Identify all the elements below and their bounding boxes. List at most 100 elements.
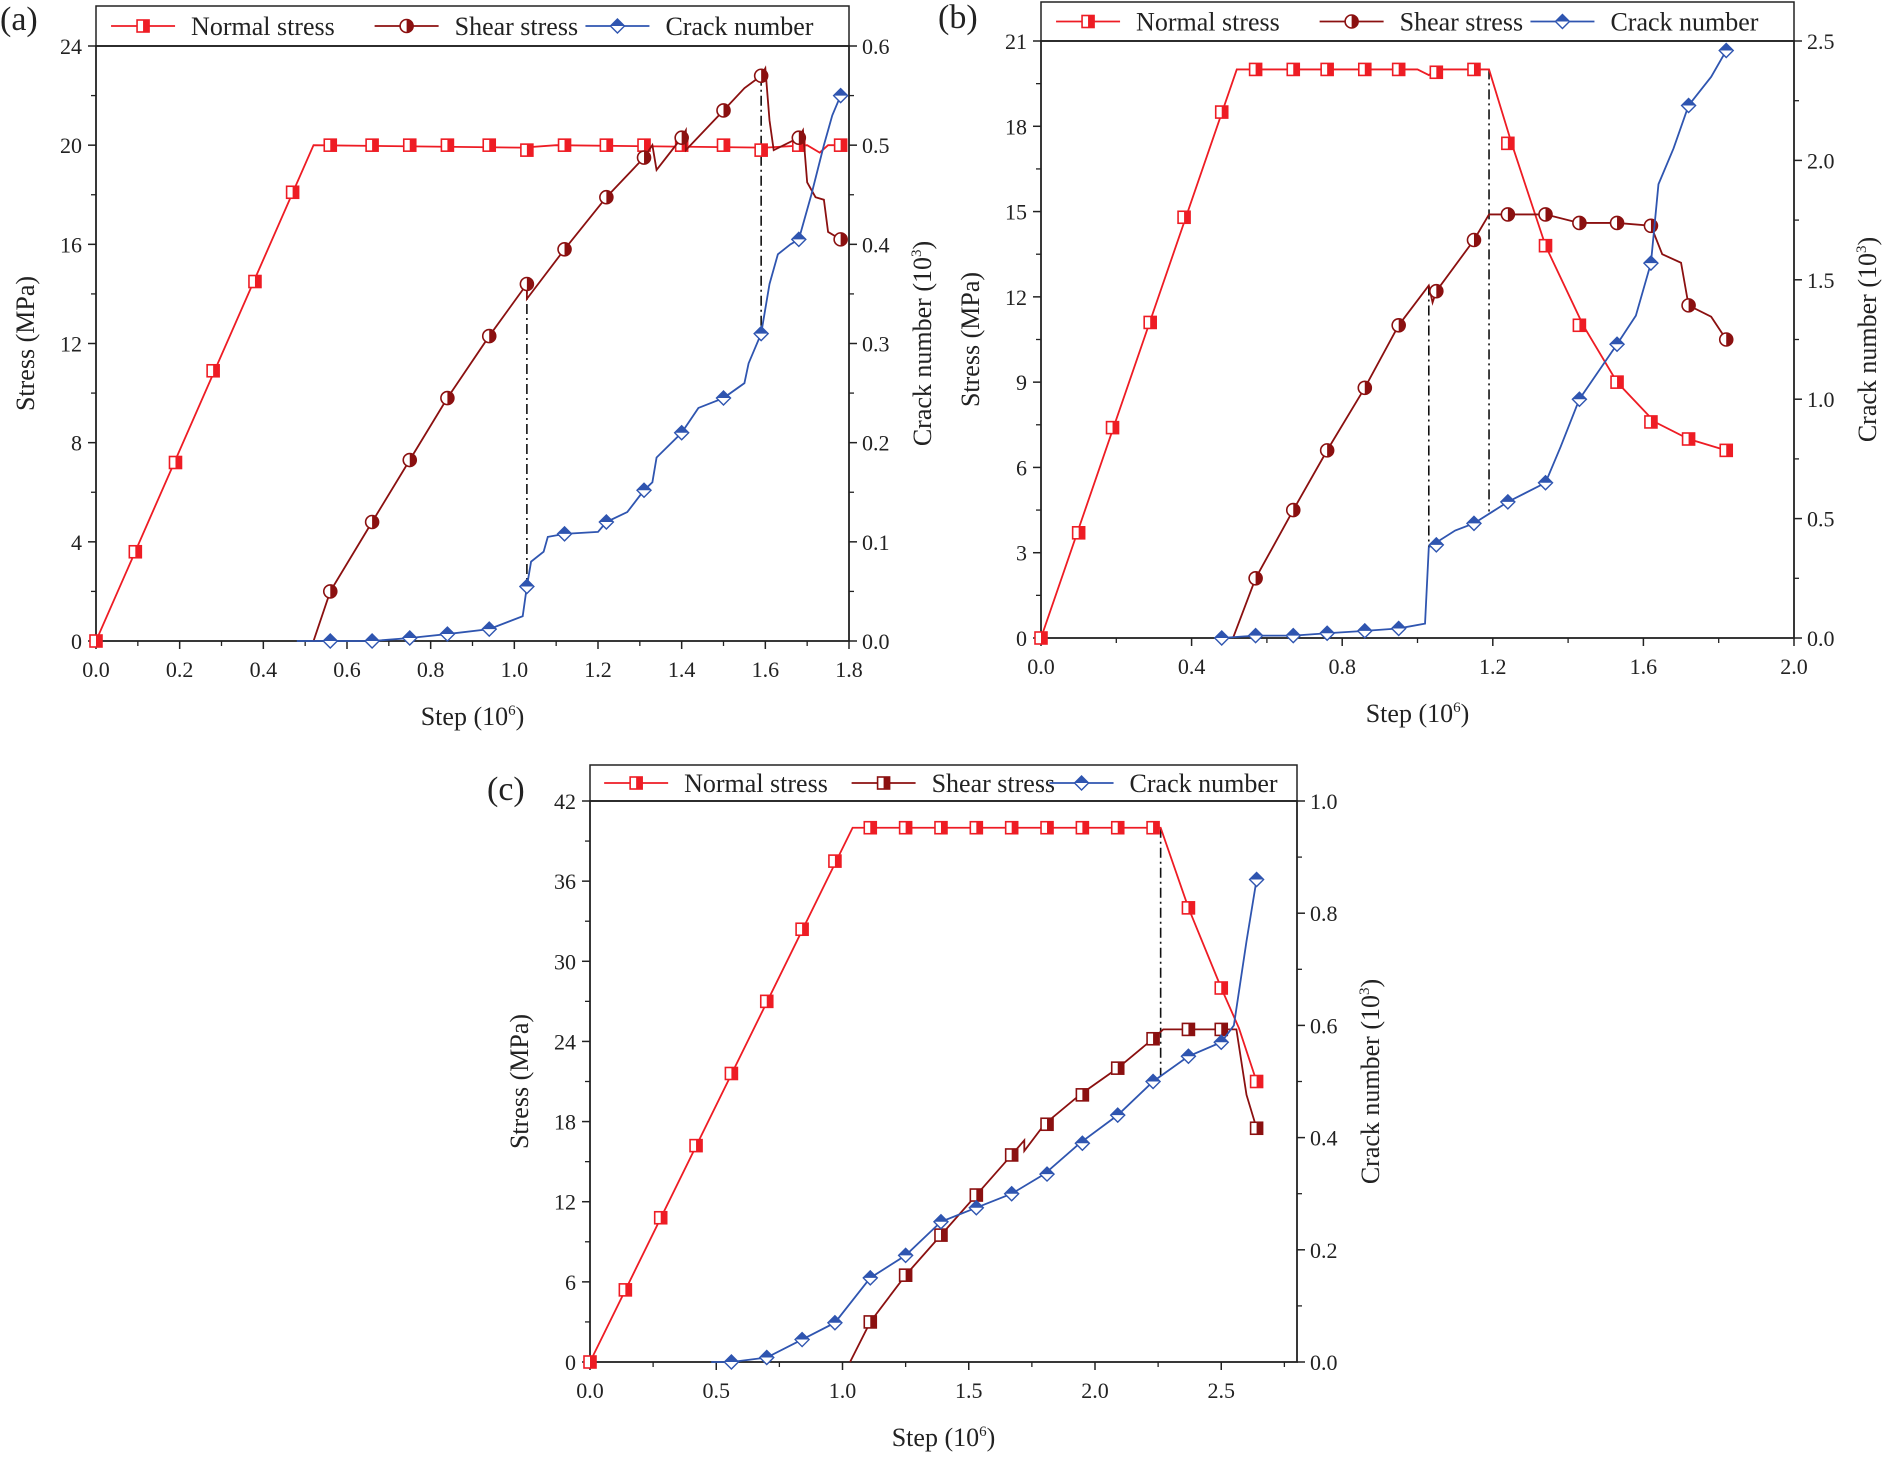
data-point-fill <box>1681 98 1696 106</box>
y2-tick-label: 0.6 <box>862 34 890 59</box>
data-point-fill <box>1391 621 1406 629</box>
data-point-fill <box>674 425 689 433</box>
legend-item: Normal stress <box>111 12 335 41</box>
y2-tick-label: 2.5 <box>1807 29 1835 54</box>
data-point-fill <box>1011 1148 1018 1161</box>
data-point-fill <box>564 139 571 152</box>
y2-axis-title-text: Crack number (10 <box>1853 253 1882 442</box>
data-point-fill <box>1041 632 1047 644</box>
data-point-fill <box>1221 982 1228 994</box>
y2-axis-title-close: ) <box>1853 237 1882 246</box>
data-point-fill <box>696 1139 703 1152</box>
data-point-fill <box>637 483 652 491</box>
series-shear-stress <box>312 65 848 642</box>
data-point-fill <box>526 144 533 157</box>
x-axis-title-sup: 6 <box>1453 700 1461 716</box>
y-tick-label: 21 <box>1005 29 1027 54</box>
chart-panel-a: (a) 0.0 0.2 0.4 0.6 0.8 1.0 1.2 1.4 1.6 1.8 0 4 8 12 16… <box>0 1 937 731</box>
data-point-fill <box>795 1332 810 1340</box>
data-point-fill <box>761 144 768 157</box>
data-point-fill <box>1357 623 1372 631</box>
x-tick-label: 1.6 <box>752 657 780 682</box>
x-tick-label: 0.5 <box>703 1378 731 1403</box>
data-point-fill <box>557 526 572 534</box>
data-point-fill <box>1047 821 1054 834</box>
legend-label: Shear stress <box>455 12 578 41</box>
data-point-fill <box>898 1248 913 1256</box>
x-tick-label: 0.6 <box>333 657 361 682</box>
data-point-fill <box>1248 628 1263 636</box>
data-point-fill <box>526 277 534 291</box>
data-point-fill <box>1214 631 1229 638</box>
y2-tick-label: 0.0 <box>862 629 890 654</box>
data-point-fill <box>681 131 689 145</box>
legend-item: Normal stress <box>1056 8 1280 37</box>
data-point-fill <box>905 1269 912 1282</box>
y2-tick-label: 2.0 <box>1807 148 1835 173</box>
chart-panel-b: (b) 0.0 0.4 0.8 1.2 1.6 2.0 0 3 6 9 12 15 18 21 0.0 0.5 1… <box>938 0 1882 728</box>
data-point-fill <box>330 584 337 598</box>
x-tick-label: 0.0 <box>576 1378 604 1403</box>
data-point-fill <box>1112 421 1119 434</box>
y-tick-label: 6 <box>565 1270 576 1295</box>
legend-marker-fill <box>406 19 414 33</box>
legend-label: Crack number <box>665 12 813 41</box>
y-tick-label: 12 <box>554 1190 576 1215</box>
data-point-fill <box>1617 216 1624 230</box>
y-tick-label: 16 <box>60 232 82 257</box>
x-tick-label: 0.4 <box>1178 654 1206 679</box>
x-tick-label: 0.8 <box>1328 654 1356 679</box>
data-point-fill <box>840 139 847 152</box>
data-point-fill <box>606 190 613 204</box>
data-point-fill <box>1293 63 1300 76</box>
series-normal-stress <box>1034 62 1734 645</box>
data-point-fill <box>402 631 417 639</box>
data-point-fill <box>1150 316 1157 329</box>
data-point-fill <box>1466 516 1481 524</box>
data-point-fill <box>447 139 454 152</box>
plot-frame <box>589 800 1298 1363</box>
data-point-fill <box>1004 1186 1019 1194</box>
x-tick-label: 2.5 <box>1208 1378 1236 1403</box>
data-point-fill <box>759 1350 774 1358</box>
data-point-fill <box>723 139 730 152</box>
y-tick-label: 12 <box>60 332 82 357</box>
y2-tick-label: 0.6 <box>1310 1013 1338 1038</box>
data-point-fill <box>1214 1035 1229 1043</box>
legend-item: Crack number <box>585 12 814 41</box>
data-point-fill <box>976 1189 983 1202</box>
data-point-fill <box>1320 626 1335 634</box>
y-tick-label: 15 <box>1005 200 1027 225</box>
data-point-fill <box>1153 1032 1160 1045</box>
data-point-fill <box>213 364 220 377</box>
data-point-fill <box>1117 1062 1124 1075</box>
x-tick-label: 1.5 <box>955 1378 983 1403</box>
x-axis-title-sup: 6 <box>979 1424 987 1440</box>
legend-item: Crack number <box>1049 769 1278 798</box>
data-point-fill <box>1221 1023 1228 1036</box>
y2-tick-label: 0.5 <box>1807 507 1835 532</box>
x-tick-label: 0.0 <box>82 657 110 682</box>
y-tick-label: 30 <box>554 949 576 974</box>
data-point-fill <box>1327 443 1334 457</box>
legend-label: Normal stress <box>1136 8 1280 37</box>
x-tick-label: 1.0 <box>501 657 529 682</box>
data-point-fill <box>1364 63 1371 76</box>
y-axis-title: Stress (MPa) <box>11 276 40 411</box>
data-point-fill <box>1082 1088 1089 1101</box>
data-point-fill <box>1473 63 1480 76</box>
plot-frame <box>95 45 850 642</box>
data-point-fill <box>716 391 731 399</box>
y2-tick-label: 0.4 <box>862 232 890 257</box>
y2-axis-title-sup: 3 <box>1854 246 1870 254</box>
x-tick-label: 1.8 <box>835 657 863 682</box>
data-point-fill <box>761 69 768 83</box>
data-point-fill <box>1364 381 1372 395</box>
y2-axis-title: Crack number (103) <box>908 241 937 446</box>
series-shear-stress <box>849 1022 1264 1363</box>
series-line <box>589 826 1258 1363</box>
data-point-fill <box>969 1200 984 1208</box>
data-point-fill <box>625 1283 632 1296</box>
data-point-fill <box>766 995 773 1008</box>
